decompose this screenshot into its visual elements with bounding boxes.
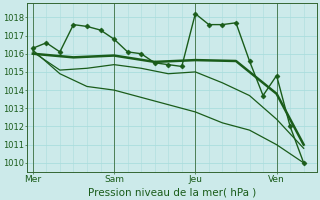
X-axis label: Pression niveau de la mer( hPa ): Pression niveau de la mer( hPa ) — [88, 187, 256, 197]
